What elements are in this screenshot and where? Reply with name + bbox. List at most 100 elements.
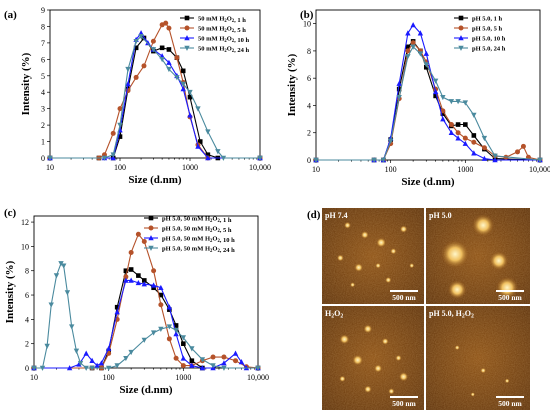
series-line — [50, 36, 260, 158]
data-point — [151, 39, 156, 44]
y-tick-label: 3 — [41, 105, 45, 114]
afm-image-2: H2O2 500 nm — [322, 306, 424, 410]
y-tick-label: 12 — [21, 218, 29, 227]
data-point — [205, 129, 210, 134]
panel-label: (a) — [4, 9, 17, 21]
y-tick-label: 8 — [25, 267, 29, 276]
data-point — [158, 327, 163, 332]
x-tick-label: 10,000 — [247, 373, 269, 382]
legend-label: pH 5.0, 1 h — [472, 16, 503, 23]
afm-particle — [448, 280, 467, 299]
data-point — [471, 140, 476, 145]
afm-image-0: pH 7.4 500 nm — [322, 208, 424, 304]
data-point — [190, 358, 195, 363]
legend-label: 50 mM H2O2, 1 h — [198, 16, 246, 25]
data-point — [195, 106, 200, 111]
data-point — [181, 363, 186, 368]
afm-particle — [505, 378, 510, 383]
afm-particle — [352, 354, 363, 365]
data-point — [83, 351, 88, 356]
y-tick-label: 0 — [41, 154, 45, 163]
data-point — [456, 130, 461, 135]
y-tick-label: 5 — [41, 72, 45, 81]
x-tick-label: 10,000 — [249, 163, 271, 172]
afm-particle — [388, 388, 394, 394]
scale-bar — [390, 290, 418, 292]
legend-label: pH 5.0, 50 mM H2O2, 1 h — [162, 216, 232, 225]
panel-label: (c) — [4, 207, 17, 219]
data-point — [167, 47, 172, 52]
x-tick-label: 10,000 — [529, 165, 550, 174]
afm-image-1: pH 5.0500 nm — [426, 208, 530, 304]
legend-label: 50 mM H2O2, 5 h — [198, 26, 246, 35]
data-point — [211, 355, 216, 360]
afm-particle — [472, 214, 494, 236]
afm-image-3: pH 5.0, H2O2500 nm — [426, 306, 530, 410]
y-tick-label: 0 — [307, 156, 311, 165]
series-2 — [313, 22, 542, 162]
afm-particle — [376, 237, 386, 247]
x-tick-label: 1000 — [175, 373, 191, 382]
afm-particle — [480, 368, 486, 374]
afm-texture — [322, 208, 424, 304]
afm-texture — [322, 306, 424, 410]
data-point — [44, 344, 49, 349]
data-point — [410, 22, 415, 27]
afm-particle — [354, 263, 363, 272]
data-point — [463, 141, 468, 146]
data-point — [129, 267, 134, 272]
data-point — [181, 355, 186, 360]
y-tick-label: 6 — [41, 55, 45, 64]
y-tick-label: 2 — [307, 129, 311, 138]
y-tick-label: 8 — [307, 47, 311, 56]
x-tick-label: 10 — [46, 163, 54, 172]
data-point — [151, 268, 156, 273]
afm-particle — [350, 282, 355, 287]
y-tick-label: 10 — [21, 242, 29, 251]
afm-particle — [471, 392, 475, 396]
legend-label: 50 mM H2O2, 24 h — [198, 46, 249, 55]
data-point — [221, 355, 226, 360]
legend-label: pH 5.0, 24 h — [472, 46, 506, 53]
series-0 — [48, 36, 263, 161]
legend-marker — [459, 16, 464, 21]
afm-particle — [339, 334, 349, 344]
y-tick-label: 2 — [41, 121, 45, 130]
series-line — [34, 234, 258, 368]
afm-particle — [363, 324, 372, 333]
data-point — [74, 349, 79, 354]
y-tick-label: 1 — [41, 138, 45, 147]
afm-particle — [344, 222, 351, 229]
scale-bar-label: 500 nm — [498, 293, 522, 302]
data-point — [158, 302, 163, 307]
data-point — [233, 351, 238, 356]
legend-label: pH 5.0, 50 mM H2O2, 5 h — [162, 226, 232, 235]
legend-label: pH 5.0, 50 mM H2O2, 10 h — [162, 236, 235, 245]
x-axis-label: Size (d.nm) — [128, 174, 182, 186]
series-line — [316, 25, 540, 160]
x-axis-label: Size (d.nm) — [401, 176, 455, 188]
data-point — [456, 122, 461, 127]
data-point — [141, 63, 146, 68]
data-point — [187, 112, 192, 117]
x-axis-label: Size (d.nm) — [119, 384, 173, 396]
afm-particle — [361, 231, 369, 239]
data-point — [160, 46, 165, 51]
x-tick-label: 10 — [312, 165, 320, 174]
legend-label: pH 5.0, 5 h — [472, 26, 503, 33]
legend: pH 5.0, 1 h pH 5.0, 5 h pH 5.0, 10 h pH 5.0… — [454, 16, 506, 53]
data-point — [233, 358, 238, 363]
data-point — [521, 144, 526, 149]
plot-frame — [316, 10, 540, 160]
data-point — [449, 122, 454, 127]
y-axis-label: Intensity (%) — [20, 52, 32, 115]
afm-particle — [382, 338, 389, 345]
scale-bar — [496, 396, 524, 398]
data-point — [134, 75, 139, 80]
legend-label: pH 5.0, 10 h — [472, 36, 506, 43]
data-point — [174, 55, 179, 60]
legend-marker — [185, 16, 190, 21]
y-tick-label: 2 — [25, 340, 29, 349]
legend-label: 50 mM H2O2, 10 h — [198, 36, 249, 45]
y-tick-label: 8 — [41, 22, 45, 31]
